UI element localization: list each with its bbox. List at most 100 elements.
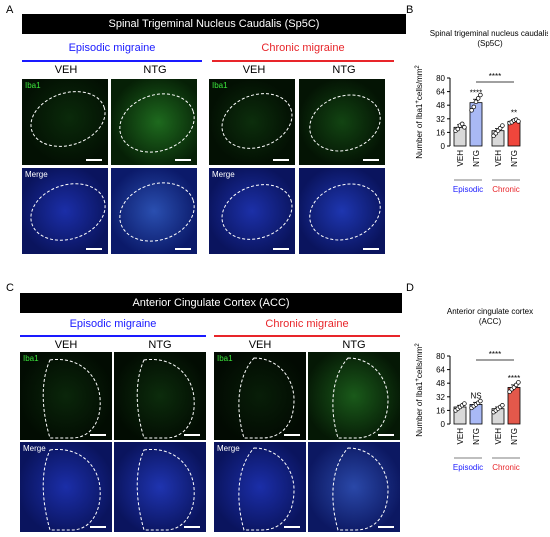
data-point <box>500 123 505 128</box>
micrograph-acc-ep-ntg-iba1 <box>114 352 206 440</box>
scale-bar <box>284 526 300 528</box>
group-label-veh-3: VEH <box>54 339 78 351</box>
micrograph-acc-ep-ntg-merge <box>114 442 206 532</box>
merge-label: Merge <box>23 444 46 453</box>
scale-bar <box>90 526 106 528</box>
ellipse-roi <box>238 357 295 439</box>
y-tick-label: 32 <box>436 393 445 402</box>
ellipse-roi <box>119 182 195 242</box>
iba1-label: Iba1 <box>212 81 228 90</box>
scale-bar <box>378 526 394 528</box>
data-point <box>469 108 474 113</box>
group-label-episodic: Episodic <box>453 185 483 194</box>
y-tick-label: 32 <box>436 115 445 124</box>
ellipse-roi <box>136 448 195 531</box>
data-point <box>473 99 479 105</box>
micrograph-acc-ep-veh-merge: Merge <box>20 442 112 532</box>
scale-bar <box>175 159 191 161</box>
merge-label: Merge <box>25 170 48 179</box>
group-label-ntg-1: NTG <box>143 64 167 76</box>
scale-bar <box>86 248 102 250</box>
bracket-label: **** <box>489 72 501 81</box>
ellipse-roi <box>309 94 381 152</box>
sp5c-banner: Spinal Trigeminal Nucleus Caudalis (Sp5C… <box>22 14 406 34</box>
micrograph-acc-ch-veh-iba1: Iba1 <box>214 352 306 440</box>
group-label-ntg-3: NTG <box>148 339 172 351</box>
ellipse-roi <box>119 93 195 153</box>
ellipse-roi <box>238 447 295 531</box>
data-point <box>478 398 483 404</box>
micrograph-sp5c-ep-veh-iba1: Iba1 <box>22 79 108 165</box>
micrograph-acc-ch-ntg-merge <box>308 442 400 532</box>
panel-letter-a: A <box>6 4 14 16</box>
ellipse-roi <box>136 358 195 439</box>
scale-bar <box>284 434 300 436</box>
scale-bar <box>273 159 289 161</box>
ellipse-roi <box>309 183 381 241</box>
merge-label: Merge <box>212 170 235 179</box>
chronic-underline-top <box>212 60 394 62</box>
category-label: NTG <box>510 150 519 167</box>
iba1-label: Iba1 <box>25 81 41 90</box>
ellipse-roi <box>332 357 389 439</box>
chart-acc-svg: Anterior cingulate cortex(ACC) 0 16 32 48 64 8… <box>415 307 533 472</box>
significance-label: **** <box>508 374 520 383</box>
category-label: VEH <box>456 428 465 445</box>
episodic-title-top: Episodic migraine <box>68 42 156 54</box>
y-tick-label: 64 <box>436 366 445 375</box>
group-label-ntg-2: NTG <box>332 64 356 76</box>
micrograph-sp5c-ch-veh-merge: Merge <box>209 168 295 254</box>
scale-bar <box>273 248 289 250</box>
data-point <box>459 121 465 127</box>
chart-title-sub: (ACC) <box>479 317 502 326</box>
data-point <box>500 403 505 408</box>
y-axis-label: Number of Iba1+cells/mm2 <box>415 343 424 437</box>
acc-banner: Anterior Cingulate Cortex (ACC) <box>20 293 402 313</box>
chart-sp5c-svg: Spinal trigeminal nucleus caudalis(Sp5C)… <box>415 29 550 194</box>
ellipse-roi <box>42 448 101 531</box>
chart-title: Spinal trigeminal nucleus caudalis <box>430 29 548 38</box>
group-label-episodic: Episodic <box>453 463 483 472</box>
merge-label: Merge <box>217 444 240 453</box>
panel-letter-d: D <box>406 282 414 294</box>
chronic-title-top: Chronic migraine <box>261 42 345 54</box>
chronic-title-bottom: Chronic migraine <box>265 318 349 330</box>
significance-label: **** <box>470 88 482 97</box>
y-tick-label: 16 <box>436 406 445 415</box>
data-point <box>516 380 521 385</box>
episodic-title-bottom: Episodic migraine <box>69 318 157 330</box>
scale-bar <box>184 434 200 436</box>
group-label-chronic: Chronic <box>492 463 520 472</box>
data-point <box>516 119 521 124</box>
data-point <box>455 126 461 132</box>
category-label: VEH <box>456 150 465 167</box>
iba1-label: Iba1 <box>23 354 39 363</box>
bracket-label: **** <box>489 350 501 359</box>
scale-bar <box>175 248 191 250</box>
panel-letter-c: C <box>6 282 14 294</box>
scale-bar <box>363 159 379 161</box>
ellipse-roi <box>221 93 293 149</box>
chart-acc: Anterior cingulate cortex (ACC) 0 16 32 48 64 8… <box>402 292 548 482</box>
scale-bar <box>363 248 379 250</box>
group-label-veh-2: VEH <box>242 64 266 76</box>
y-tick-label: 64 <box>436 88 445 97</box>
chart-sp5c: Spinal trigeminal nucleus caudalis (Sp5C)… <box>402 14 550 204</box>
scale-bar <box>184 526 200 528</box>
micrograph-acc-ep-veh-iba1: Iba1 <box>20 352 112 440</box>
micrograph-sp5c-ch-veh-iba1: Iba1 <box>209 79 295 165</box>
y-tick-label: 48 <box>436 101 445 110</box>
ellipse-roi <box>332 447 389 531</box>
significance-label: ** <box>511 109 517 118</box>
episodic-underline-top <box>22 60 202 62</box>
y-tick-label: 80 <box>436 74 445 83</box>
y-tick-label: 0 <box>441 420 446 429</box>
micrograph-acc-ch-ntg-iba1 <box>308 352 400 440</box>
category-label: NTG <box>510 428 519 445</box>
ellipse-roi <box>30 183 106 241</box>
y-tick-label: 16 <box>436 128 445 137</box>
group-label-veh-1: VEH <box>54 64 78 76</box>
scale-bar <box>86 159 102 161</box>
data-point <box>462 125 467 130</box>
micrograph-sp5c-ch-ntg-merge <box>299 168 385 254</box>
